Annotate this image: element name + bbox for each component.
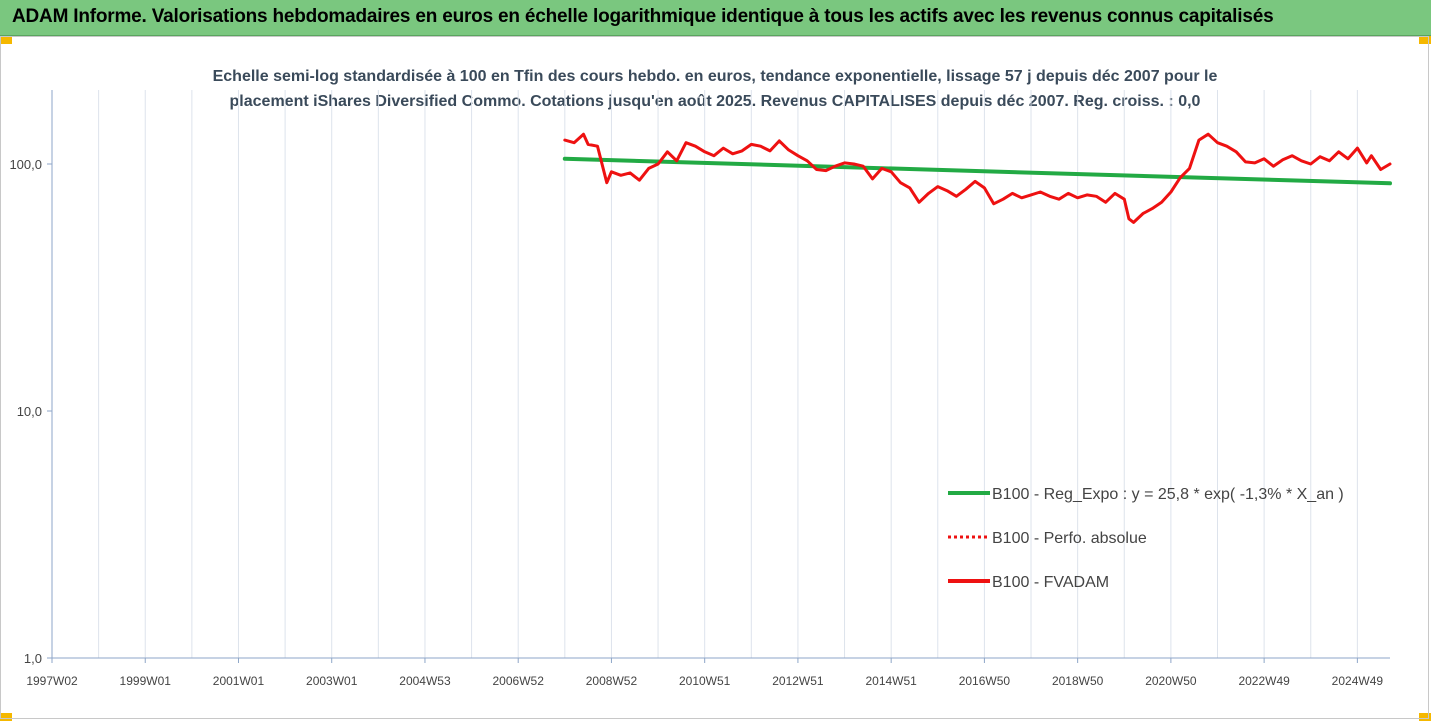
y-tick-label: 10,0 (17, 404, 42, 419)
legend-label: B100 - FVADAM (992, 574, 1109, 591)
y-tick-label: 1,0 (24, 651, 42, 666)
corner-mark-top-left (0, 36, 12, 44)
legend-label: B100 - Perfo. absolue (992, 530, 1147, 547)
chart-title-line-1: Echelle semi-log standardisée à 100 en T… (212, 68, 1218, 85)
legend-label: B100 - Reg_Expo : y = 25,8 * exp( -1,3% … (992, 486, 1344, 503)
x-tick-label: 2014W51 (865, 674, 917, 688)
series-line-0 (562, 156, 1392, 186)
series-line-2 (563, 132, 1392, 224)
report-title: ADAM Informe. Valorisations hebdomadaire… (12, 6, 1274, 27)
x-tick-label: 2008W52 (586, 674, 638, 688)
x-tick-label: 2010W51 (679, 674, 731, 688)
x-tick-label: 2018W50 (1052, 674, 1104, 688)
corner-mark-bottom-left (0, 713, 12, 721)
y-tick-label: 100,0 (9, 157, 42, 172)
x-tick-label: 1999W01 (120, 674, 172, 688)
corner-mark-bottom-right (1419, 713, 1431, 721)
x-tick-label: 2006W52 (493, 674, 545, 688)
chart-title-line-2: placement iShares Diversified Commo. Cot… (229, 93, 1201, 110)
x-tick-label: 2024W49 (1332, 674, 1384, 688)
x-tick-label: 1997W02 (26, 674, 78, 688)
report-header: ADAM Informe. Valorisations hebdomadaire… (0, 0, 1431, 36)
x-tick-label: 2004W53 (399, 674, 451, 688)
chart-frame (0, 36, 1429, 719)
chart-title: Echelle semi-log standardisée à 100 en T… (130, 64, 1300, 114)
x-tick-label: 2020W50 (1145, 674, 1197, 688)
x-tick-label: 2012W51 (772, 674, 824, 688)
corner-mark-top-right (1419, 36, 1431, 44)
x-tick-label: 2022W49 (1238, 674, 1290, 688)
x-tick-label: 2001W01 (213, 674, 265, 688)
x-tick-label: 2016W50 (959, 674, 1011, 688)
x-tick-label: 2003W01 (306, 674, 358, 688)
